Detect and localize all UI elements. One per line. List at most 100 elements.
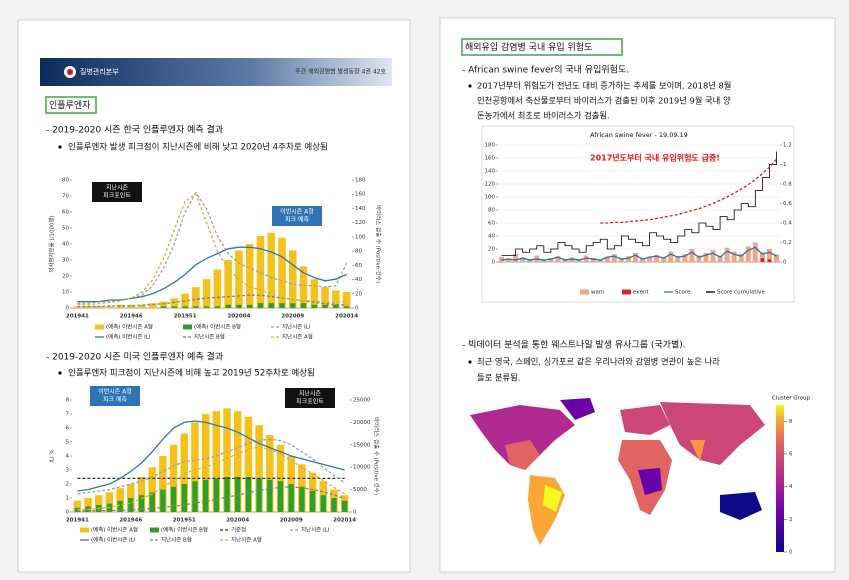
y-axis-label: 의사환자분율 (/1000명) bbox=[48, 215, 56, 272]
y-tick-label: 70 bbox=[62, 194, 69, 200]
bar bbox=[192, 287, 200, 308]
bullet-line: 최근 영국, 스페인, 싱가포르 같은 우리나라와 감염병 연관이 높은 나라 bbox=[477, 357, 720, 367]
bar bbox=[148, 467, 156, 512]
bar bbox=[342, 292, 351, 308]
legend-label: Score cumulative bbox=[717, 290, 765, 296]
legend-label: 지난시즌 ILI bbox=[282, 323, 311, 331]
bar bbox=[182, 306, 188, 308]
bar bbox=[256, 478, 262, 512]
bar bbox=[309, 491, 316, 512]
bar bbox=[774, 254, 779, 262]
chart-title: African swine fever - 19.09.19 bbox=[590, 131, 688, 139]
y2-axis-label: 바이러스 검출 수 (Positive 건수) bbox=[375, 205, 383, 283]
colorbar-label: 6 bbox=[789, 452, 793, 458]
y-tick-label: 40 bbox=[62, 242, 69, 248]
bar bbox=[192, 481, 198, 512]
legend-label: (예측) 이번시즌 ILI bbox=[91, 536, 136, 544]
y2-tick-label: 160 bbox=[355, 192, 366, 198]
legend-label: (예측) 이번시즌 A형 bbox=[106, 323, 153, 331]
bar bbox=[213, 269, 222, 308]
annotation: 지난시즌 bbox=[106, 184, 129, 192]
bar bbox=[212, 411, 221, 512]
bar bbox=[731, 251, 737, 262]
legend-label: 지난시즌 A형 bbox=[231, 536, 262, 544]
bar bbox=[611, 254, 617, 262]
y2-tick-label: 20000 bbox=[353, 420, 371, 426]
bar bbox=[127, 304, 135, 308]
bar bbox=[247, 304, 253, 308]
bar bbox=[633, 252, 638, 262]
y2-tick-label: 0.6 bbox=[783, 201, 792, 207]
y2-tick-label: 25000 bbox=[353, 398, 371, 404]
bar bbox=[149, 303, 157, 308]
bullet-dot bbox=[58, 145, 62, 149]
y-axis-label: ILI % bbox=[50, 449, 56, 462]
y-tick-label: 160 bbox=[485, 156, 496, 162]
bar bbox=[675, 256, 681, 262]
x-tick-label: 201951 bbox=[173, 518, 196, 524]
y2-tick-label: 1 bbox=[783, 162, 787, 168]
x-tick-label: 201941 bbox=[66, 518, 89, 524]
region bbox=[543, 485, 562, 512]
bar bbox=[766, 249, 772, 262]
bar bbox=[343, 306, 350, 308]
bar bbox=[520, 258, 526, 262]
y2-tick-label: 140 bbox=[355, 206, 366, 212]
bar bbox=[333, 304, 339, 308]
bar bbox=[299, 266, 308, 308]
bar bbox=[160, 489, 166, 512]
y-tick-label: 60 bbox=[62, 210, 69, 216]
header-org: 질병관리본부 bbox=[80, 67, 119, 76]
annotation: 피크 예측 bbox=[285, 216, 309, 224]
bar bbox=[180, 433, 189, 512]
colorbar-title: Cluster Group bbox=[772, 396, 811, 402]
y2-tick-label: 0 bbox=[783, 260, 787, 266]
y2-tick-label: 180 bbox=[355, 178, 366, 184]
annotation: 지난시즌 bbox=[299, 390, 322, 398]
bar bbox=[332, 290, 340, 308]
legend-label: event bbox=[633, 290, 650, 296]
bar bbox=[138, 304, 146, 308]
bar bbox=[745, 246, 751, 262]
legend-label: (예측) 이번시즌 A형 bbox=[91, 526, 138, 534]
y2-axis-label: 바이러스 검출 수 (Positive 건수) bbox=[373, 417, 381, 495]
bar bbox=[214, 306, 221, 308]
x-tick-label: 201946 bbox=[120, 314, 143, 320]
series-line bbox=[501, 246, 777, 261]
legend-swatch bbox=[80, 527, 89, 533]
bar bbox=[74, 507, 81, 512]
bar bbox=[661, 257, 667, 262]
colorbar-label: 0 bbox=[789, 550, 793, 556]
y-tick-label: 40 bbox=[488, 234, 495, 240]
region bbox=[505, 440, 540, 470]
chart-frame bbox=[481, 125, 795, 303]
y-tick-label: 120 bbox=[485, 182, 496, 188]
annotation-box bbox=[90, 386, 140, 406]
colorbar bbox=[776, 405, 784, 552]
bullet-line: 들로 분류됨. bbox=[477, 373, 520, 383]
bar bbox=[117, 500, 123, 512]
bar bbox=[202, 479, 209, 512]
legend-swatch bbox=[95, 324, 104, 330]
x-tick-label: 202014 bbox=[333, 518, 356, 524]
bar bbox=[703, 252, 709, 262]
bar bbox=[181, 484, 187, 512]
bar bbox=[170, 298, 179, 308]
y-tick-label: 180 bbox=[485, 143, 496, 149]
bullet-dot bbox=[58, 371, 62, 375]
x-tick-label: 201951 bbox=[174, 314, 197, 320]
bar bbox=[710, 250, 716, 262]
bar bbox=[752, 242, 758, 262]
y-tick-label: 4 bbox=[66, 454, 70, 460]
y-tick-label: 20 bbox=[488, 247, 495, 253]
bar bbox=[128, 498, 134, 512]
bar bbox=[105, 492, 114, 512]
bar bbox=[277, 481, 284, 512]
bar bbox=[191, 422, 199, 512]
heading: - 2019-2020 시즌 한국 인플루엔자 예측 결과 bbox=[46, 125, 223, 136]
bar bbox=[225, 304, 231, 308]
bar bbox=[94, 495, 103, 512]
legend-label: (예측) 이번시즌 B형 bbox=[161, 526, 208, 534]
bar bbox=[171, 306, 177, 308]
